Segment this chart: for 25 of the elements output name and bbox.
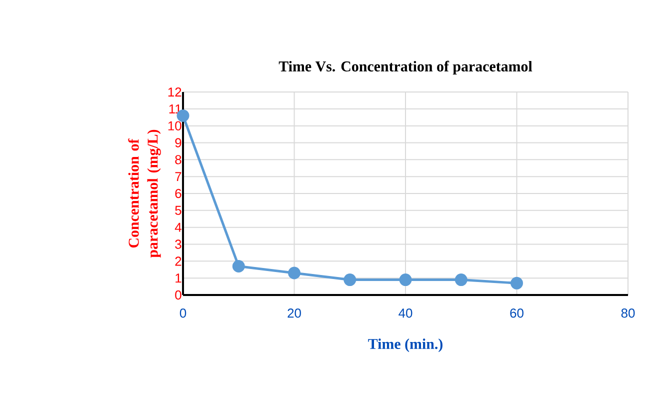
y-tick-label: 9	[175, 138, 182, 148]
y-tick-label: 12	[168, 87, 182, 97]
point	[454, 274, 468, 286]
y-tick-label: 4	[174, 222, 182, 232]
y-tick-label: 5	[175, 206, 182, 215]
point	[232, 260, 245, 272]
y-tick-label: 2	[175, 256, 182, 266]
x-tick-label: 40	[398, 308, 412, 318]
y-tick-label: 6	[175, 188, 182, 198]
x-tick-label: 60	[510, 308, 524, 318]
point	[288, 266, 301, 280]
x-tick-label: 80	[621, 308, 635, 318]
x-tick-label: 20	[288, 308, 301, 318]
point	[344, 274, 356, 286]
y-tick-label: 8	[175, 155, 182, 164]
y-axis-title: Concentration of paracetamol (mg/L)	[128, 130, 161, 258]
point	[399, 274, 412, 286]
y-tick-label: 7	[175, 172, 182, 182]
y-tick-label: 3	[175, 240, 182, 249]
point	[510, 276, 524, 290]
y-tick-label: 0	[175, 290, 182, 300]
chart-title: Time Vs. Concentration of paracetamol	[278, 60, 532, 75]
x-axis-title: Time (min.)	[368, 338, 442, 352]
y-tick-label: 1	[176, 274, 182, 283]
y-tick-label: 10	[168, 121, 182, 130]
